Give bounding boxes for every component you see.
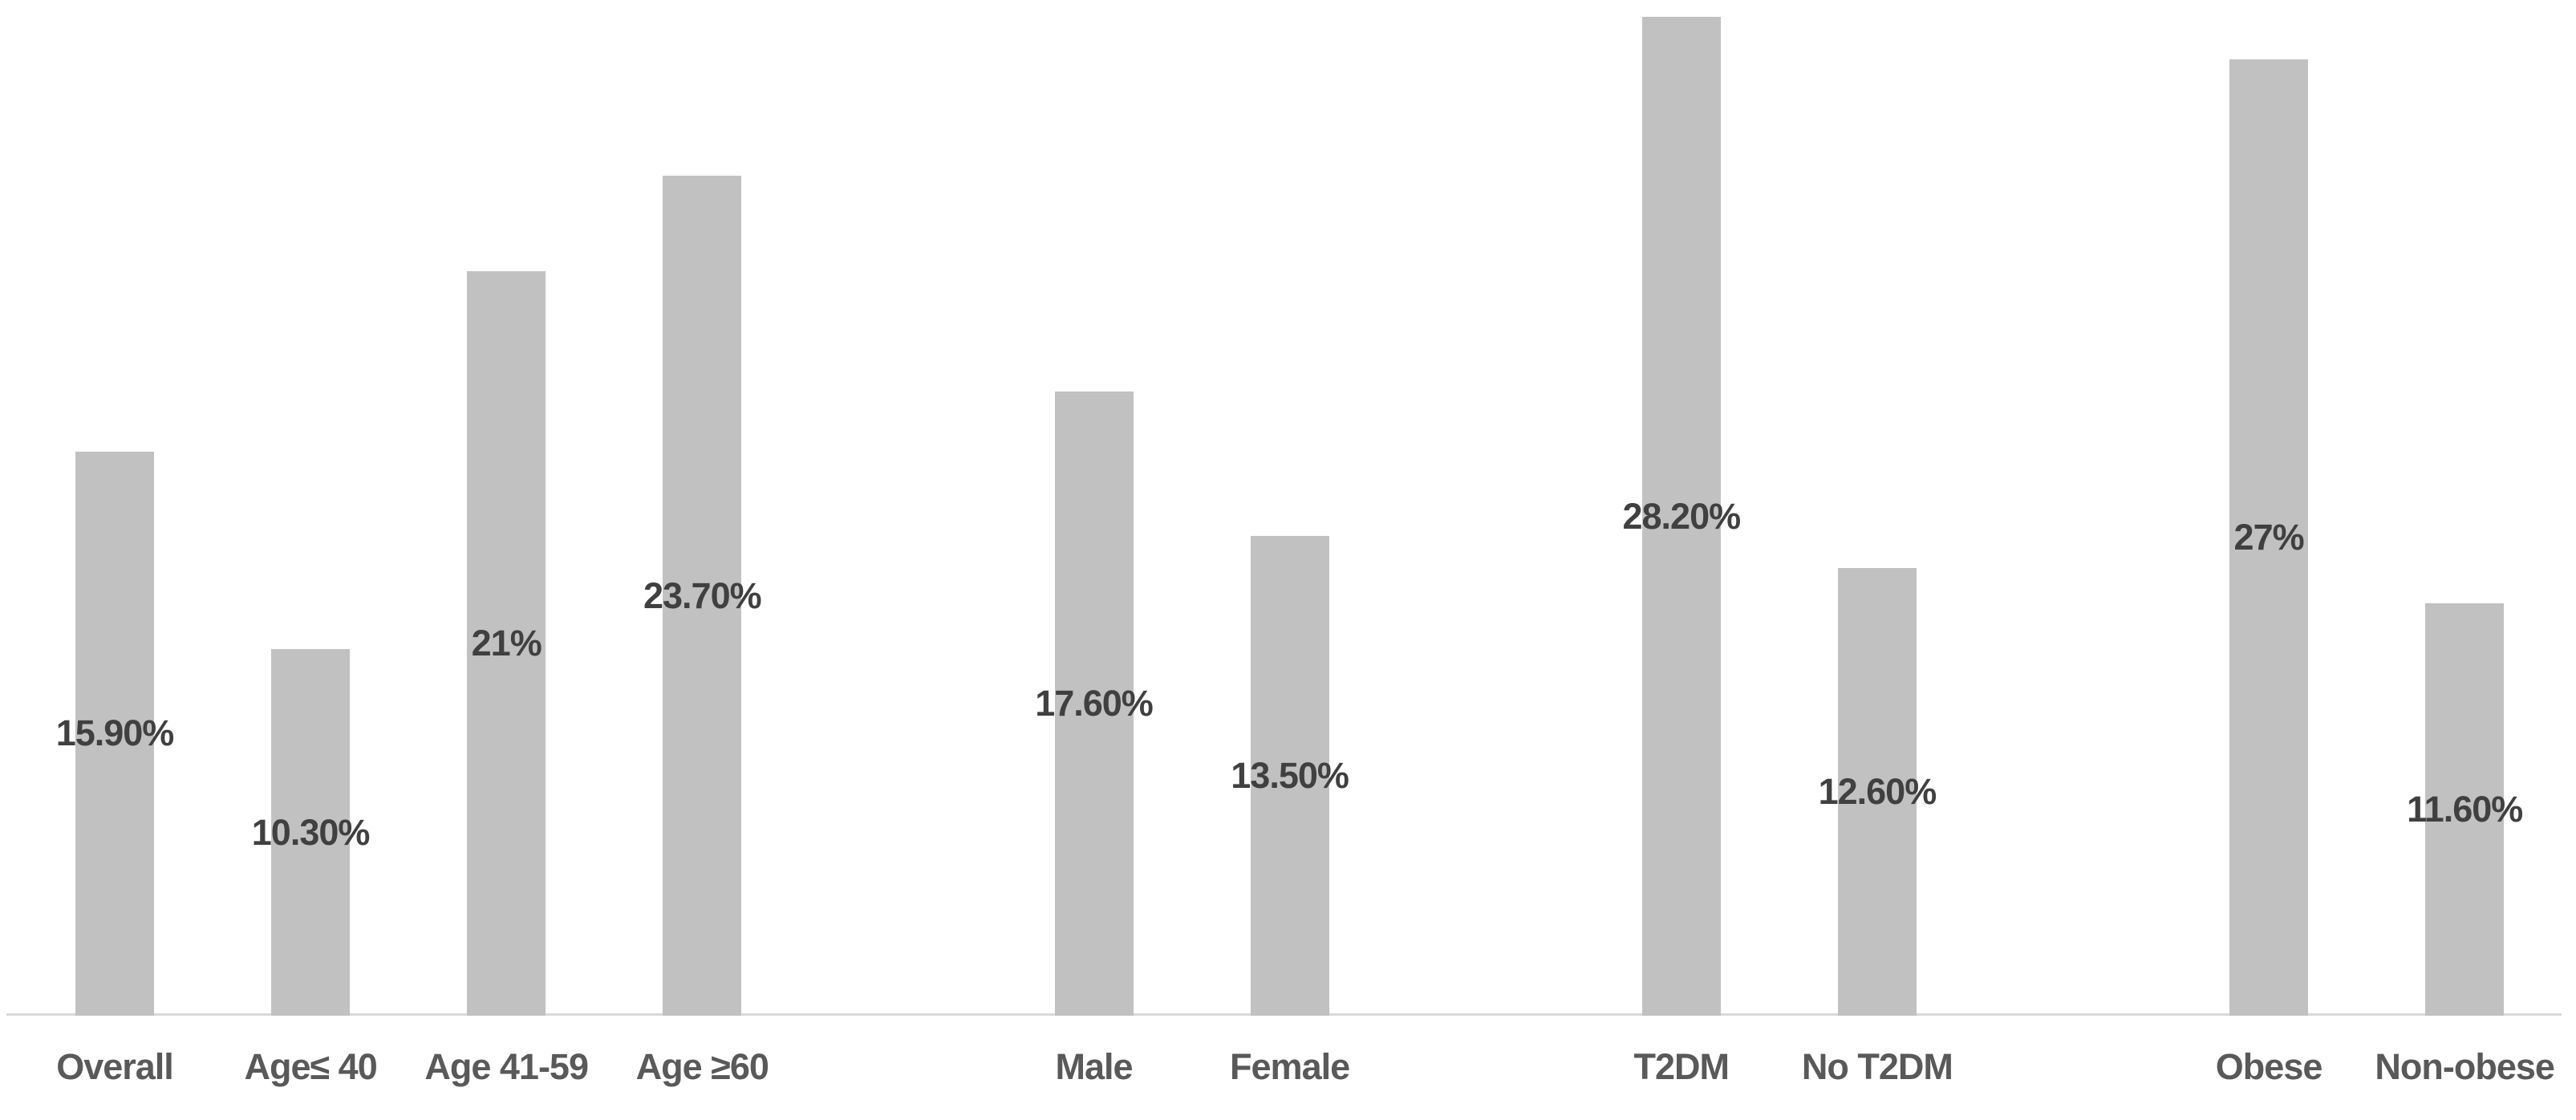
category-label-age-41-59: Age 41-59 — [424, 1046, 589, 1087]
data-label-obese: 27% — [2233, 516, 2305, 558]
category-label-age-40: Age≤ 40 — [244, 1046, 377, 1087]
category-label-female: Female — [1230, 1046, 1350, 1087]
category-label-obese: Obese — [2215, 1046, 2323, 1087]
bar-overall — [75, 451, 154, 1016]
data-label-t2dm: 28.20% — [1622, 495, 1741, 537]
data-label-female: 13.50% — [1231, 755, 1349, 797]
bar-female — [1250, 536, 1329, 1016]
data-label-no-t2dm: 12.60% — [1818, 771, 1937, 813]
data-label-non-obese: 11.60% — [2407, 789, 2523, 830]
bar-no-t2dm — [1837, 568, 1917, 1016]
bar-non-obese — [2425, 603, 2505, 1016]
category-label-no-t2dm: No T2DM — [1801, 1046, 1953, 1087]
bar-t2dm — [1641, 17, 1721, 1016]
category-label-male: Male — [1055, 1046, 1133, 1087]
data-label-age-40: 10.30% — [251, 811, 371, 853]
bar-age-60 — [663, 176, 742, 1016]
category-label-overall: Overall — [56, 1046, 174, 1087]
bar-age-41-59 — [467, 271, 546, 1016]
bar-male — [1054, 391, 1134, 1016]
category-label-non-obese: Non-obese — [2375, 1046, 2555, 1087]
data-label-age-60: 23.70% — [643, 574, 762, 616]
bar-age-40 — [271, 649, 351, 1016]
data-label-age-41-59: 21% — [471, 623, 542, 664]
data-label-overall: 15.90% — [55, 712, 175, 754]
category-label-age-60: Age ≥60 — [635, 1046, 769, 1087]
bar-obese — [2229, 59, 2309, 1016]
plot-area: 15.90% 10.30% 21% 23.70% 17.60% 13.50% 28.20% 1… — [6, 17, 2562, 1016]
category-label-t2dm: T2DM — [1633, 1046, 1730, 1087]
data-label-male: 17.60% — [1035, 682, 1154, 724]
